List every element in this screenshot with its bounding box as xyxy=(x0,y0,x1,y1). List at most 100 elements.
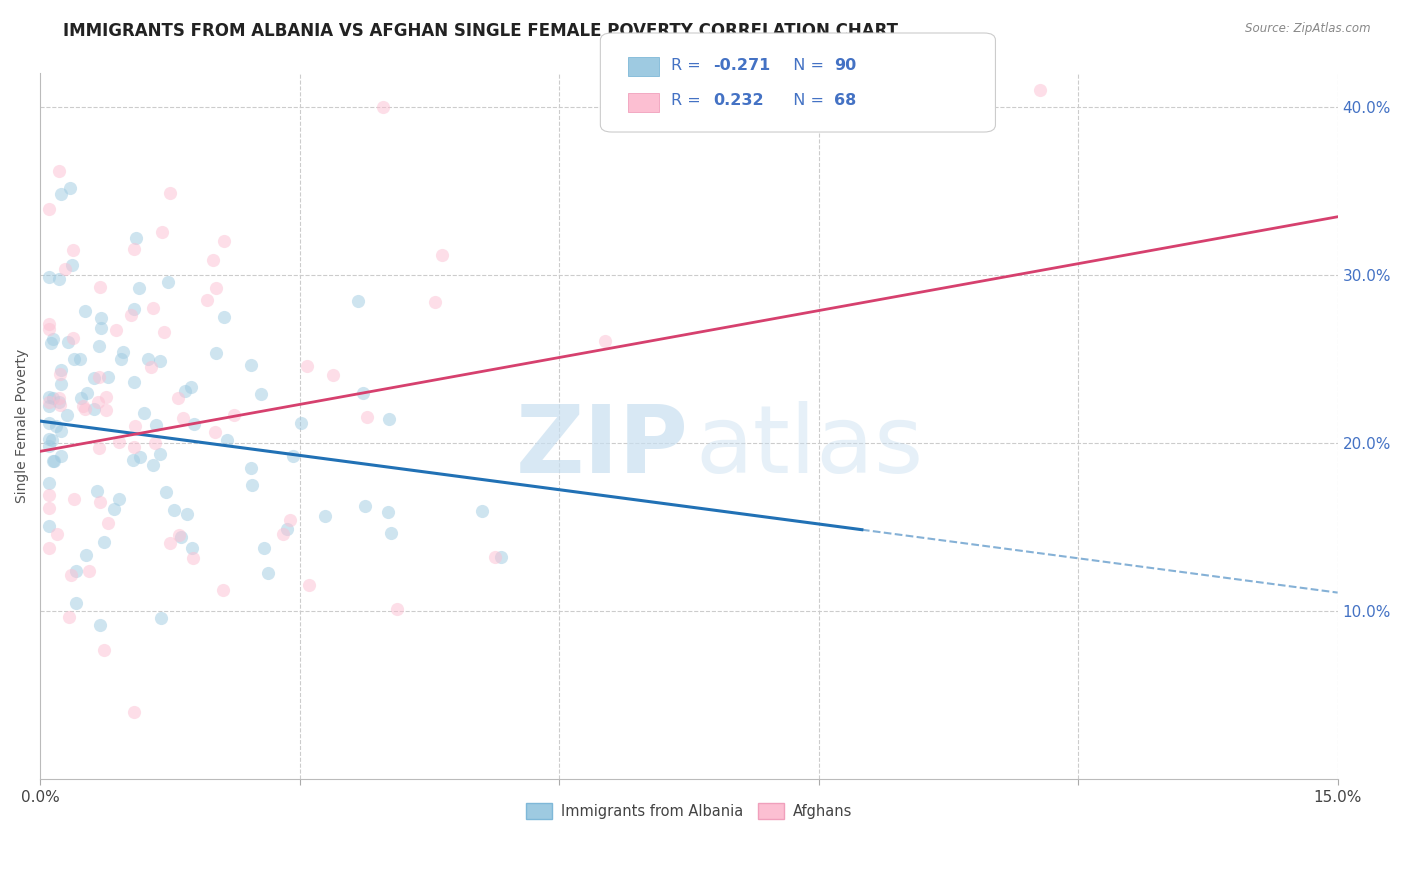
Point xyxy=(132,407,155,421)
Point xyxy=(38,395,60,409)
Point xyxy=(128,281,150,295)
Point xyxy=(89,618,111,632)
Point xyxy=(159,536,181,550)
Point xyxy=(240,460,263,475)
Point xyxy=(352,386,374,401)
Point xyxy=(181,541,204,556)
Point xyxy=(56,408,79,422)
Point xyxy=(87,395,110,409)
Point xyxy=(240,478,263,492)
Point xyxy=(380,526,402,541)
Point xyxy=(149,447,172,461)
Point xyxy=(59,181,82,195)
Point xyxy=(385,602,408,616)
Point xyxy=(377,504,399,518)
Point xyxy=(38,416,60,430)
Point xyxy=(90,311,112,326)
Point xyxy=(46,527,69,541)
Text: Source: ZipAtlas.com: Source: ZipAtlas.com xyxy=(1246,22,1371,36)
Point xyxy=(108,492,131,507)
Point xyxy=(56,334,79,349)
Point xyxy=(38,317,60,331)
Point xyxy=(65,596,87,610)
Point xyxy=(176,507,198,521)
Point xyxy=(62,331,84,345)
Point xyxy=(38,270,60,285)
Point xyxy=(38,390,60,404)
Point xyxy=(87,441,110,455)
Point xyxy=(97,516,120,530)
Point xyxy=(124,418,146,433)
Text: -0.271: -0.271 xyxy=(713,58,770,72)
Point xyxy=(87,369,110,384)
Point xyxy=(69,352,91,367)
Point xyxy=(112,344,135,359)
Point xyxy=(371,100,394,114)
Point xyxy=(180,380,202,394)
Point xyxy=(150,225,173,239)
Point xyxy=(354,500,377,514)
Point xyxy=(276,522,298,536)
Text: N =: N = xyxy=(783,94,830,108)
Point xyxy=(86,484,108,499)
Point xyxy=(76,386,98,401)
Point xyxy=(83,371,105,385)
Point xyxy=(51,376,73,391)
Point xyxy=(174,384,197,399)
Point xyxy=(38,501,60,516)
Point xyxy=(143,436,166,450)
Point xyxy=(489,549,512,564)
Point xyxy=(65,564,87,578)
Point xyxy=(49,363,72,377)
Text: R =: R = xyxy=(671,58,706,72)
Legend: Immigrants from Albania, Afghans: Immigrants from Albania, Afghans xyxy=(520,797,858,825)
Point xyxy=(38,322,60,336)
Point xyxy=(271,526,294,541)
Point xyxy=(183,417,205,432)
Point xyxy=(104,323,127,337)
Point xyxy=(124,375,146,389)
Point xyxy=(108,434,131,449)
Point xyxy=(48,395,70,409)
Point xyxy=(290,416,312,430)
Point xyxy=(51,186,73,201)
Point xyxy=(63,351,86,366)
Point xyxy=(72,399,94,413)
Point xyxy=(322,368,344,382)
Point xyxy=(142,458,165,472)
Point xyxy=(60,567,83,582)
Point xyxy=(162,503,184,517)
Y-axis label: Single Female Poverty: Single Female Poverty xyxy=(15,349,30,503)
Point xyxy=(96,402,118,417)
Point xyxy=(48,392,70,406)
Point xyxy=(38,202,60,216)
Point xyxy=(298,578,321,592)
Text: ZIP: ZIP xyxy=(516,401,689,493)
Point xyxy=(42,391,65,405)
Point xyxy=(96,390,118,404)
Point xyxy=(204,425,226,439)
Point xyxy=(45,418,67,433)
Point xyxy=(253,541,276,555)
Point xyxy=(295,359,318,373)
Point xyxy=(377,412,399,426)
Point xyxy=(347,293,370,308)
Text: atlas: atlas xyxy=(696,401,924,493)
Point xyxy=(423,294,446,309)
Point xyxy=(103,501,125,516)
Point xyxy=(195,293,218,308)
Point xyxy=(77,564,100,578)
Point xyxy=(167,528,190,542)
Point xyxy=(314,508,336,523)
Point xyxy=(150,611,173,625)
Point xyxy=(172,410,194,425)
Point xyxy=(49,449,72,463)
Point xyxy=(69,391,91,405)
Point xyxy=(38,476,60,491)
Point xyxy=(205,346,228,360)
Point xyxy=(38,432,60,446)
Text: 90: 90 xyxy=(834,58,856,72)
Point xyxy=(51,424,73,438)
Point xyxy=(38,400,60,414)
Point xyxy=(42,332,65,346)
